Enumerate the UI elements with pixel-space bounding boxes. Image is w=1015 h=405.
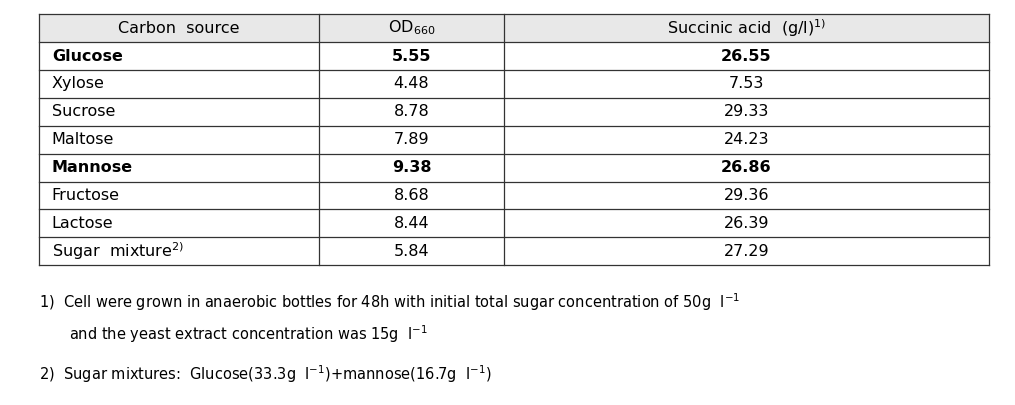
Text: 4.48: 4.48 [394,77,429,92]
Bar [39,14,989,42]
Text: Succinic acid  (g/l)$^{1)}$: Succinic acid (g/l)$^{1)}$ [667,17,826,39]
Text: 8.78: 8.78 [394,104,429,119]
Text: Xylose: Xylose [52,77,105,92]
Text: 8.68: 8.68 [394,188,429,203]
Text: and the yeast extract concentration was 15g  l$^{-1}$: and the yeast extract concentration was … [69,323,428,345]
Text: 2)  Sugar mixtures:  Glucose(33.3g  l$^{-1}$)+mannose(16.7g  l$^{-1}$): 2) Sugar mixtures: Glucose(33.3g l$^{-1}… [39,364,491,386]
Text: Lactose: Lactose [52,216,114,231]
Text: Sucrose: Sucrose [52,104,115,119]
Text: 8.44: 8.44 [394,216,429,231]
Text: 29.33: 29.33 [724,104,769,119]
Text: 26.86: 26.86 [721,160,771,175]
Text: 7.89: 7.89 [394,132,429,147]
Text: Sugar  mixture$^{2)}$: Sugar mixture$^{2)}$ [52,241,184,262]
Text: Fructose: Fructose [52,188,120,203]
Text: 5.55: 5.55 [392,49,431,64]
Text: OD$_{660}$: OD$_{660}$ [388,19,435,38]
Text: 29.36: 29.36 [724,188,769,203]
Text: 27.29: 27.29 [724,244,769,259]
Text: 26.55: 26.55 [721,49,771,64]
Text: 26.39: 26.39 [724,216,769,231]
Text: Mannose: Mannose [52,160,133,175]
Text: 7.53: 7.53 [729,77,764,92]
Text: 9.38: 9.38 [392,160,431,175]
Text: 5.84: 5.84 [394,244,429,259]
Text: 1)  Cell were grown in anaerobic bottles for 48h with initial total sugar concen: 1) Cell were grown in anaerobic bottles … [39,291,740,313]
Text: Glucose: Glucose [52,49,123,64]
Text: 24.23: 24.23 [724,132,769,147]
Text: Carbon  source: Carbon source [118,21,240,36]
Text: Maltose: Maltose [52,132,114,147]
